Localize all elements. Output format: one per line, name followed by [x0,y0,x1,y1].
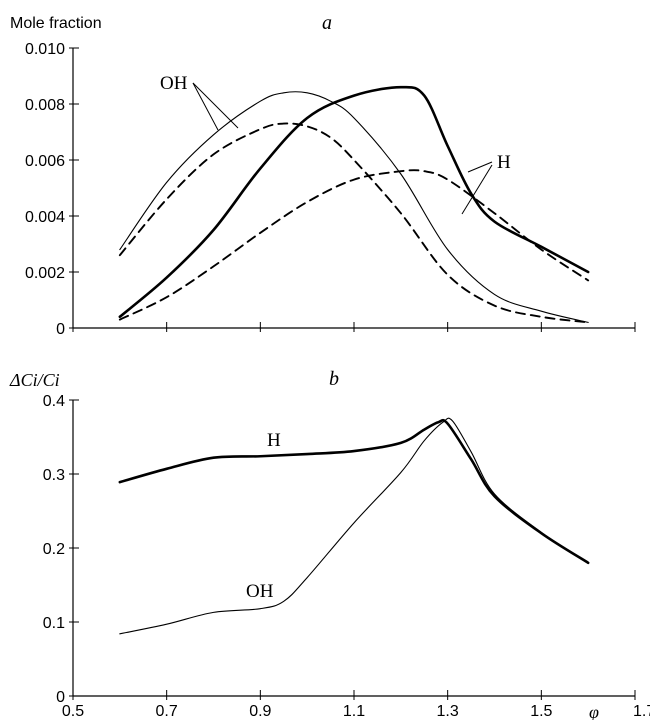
panel-a-series-h-dashed [118,169,590,321]
x-tick-label: 1.7 [633,703,650,720]
x-tick-label: 1.3 [437,703,459,720]
panel-b-chart: ΔCi/Ci b 0 0.1 0.2 0.3 0.4 0.5 0.7 0.9 1.1 1.3 1.… [9,368,650,720]
panel-a-series [118,85,590,324]
y-tick-label: 0.004 [25,209,65,226]
panel-b-letter: b [329,368,339,390]
panel-a-letter: a [322,12,332,34]
panel-b-oh-label: OH [246,581,274,602]
panel-b-x-ticks: 0.5 0.7 0.9 1.1 1.3 1.5 1.7 [62,690,650,720]
panel-a-series-h-thick-solid [118,85,590,319]
panel-b-y-ticks: 0 0.1 0.2 0.3 0.4 [43,393,79,706]
h-pointer-line-2 [461,164,493,215]
h-pointer-line-1 [467,161,493,173]
panel-b-series-h-thick-solid [118,418,590,565]
y-tick-label: 0.3 [43,467,65,484]
oh-pointer-line-1 [192,82,239,129]
panel-b-h-label: H [267,430,281,451]
x-tick-label: 0.5 [62,703,84,720]
y-tick-label: 0.002 [25,265,65,282]
panel-a-oh-label: OH [160,73,188,94]
panel-a-chart: Mole fraction a 0 0.002 0.004 0.006 0.008 0.0… [10,12,636,338]
y-tick-label: 0.006 [25,153,65,170]
y-tick-label: 0.4 [43,393,65,410]
x-tick-label: 0.9 [249,703,271,720]
panel-a-series-oh-dashed [118,122,590,324]
panel-a-y-ticks: 0 0.002 0.004 0.006 0.008 0.010 [25,41,79,338]
panel-b-series-oh-thin-solid [119,417,589,635]
panel-b-xlabel: φ [589,702,599,720]
panel-a-h-label: H [497,152,511,173]
y-tick-label: 0.2 [43,541,65,558]
panel-a-series-oh-thin-solid [119,91,589,323]
panel-b-axes [72,400,635,697]
y-tick-label: 0.010 [25,41,65,58]
x-tick-label: 0.7 [156,703,178,720]
panel-a-x-ticks [72,322,636,332]
y-tick-label: 0 [56,689,65,706]
panel-b-series [118,417,590,635]
x-tick-label: 1.1 [343,703,365,720]
y-tick-label: 0.1 [43,615,65,632]
panel-a-ylabel: Mole fraction [10,15,102,32]
panel-b-ylabel: ΔCi/Ci [9,370,60,390]
y-tick-label: 0.008 [25,97,65,114]
y-tick-label: 0 [56,321,65,338]
oh-pointer-line-2 [192,82,219,131]
x-tick-label: 1.5 [530,703,552,720]
